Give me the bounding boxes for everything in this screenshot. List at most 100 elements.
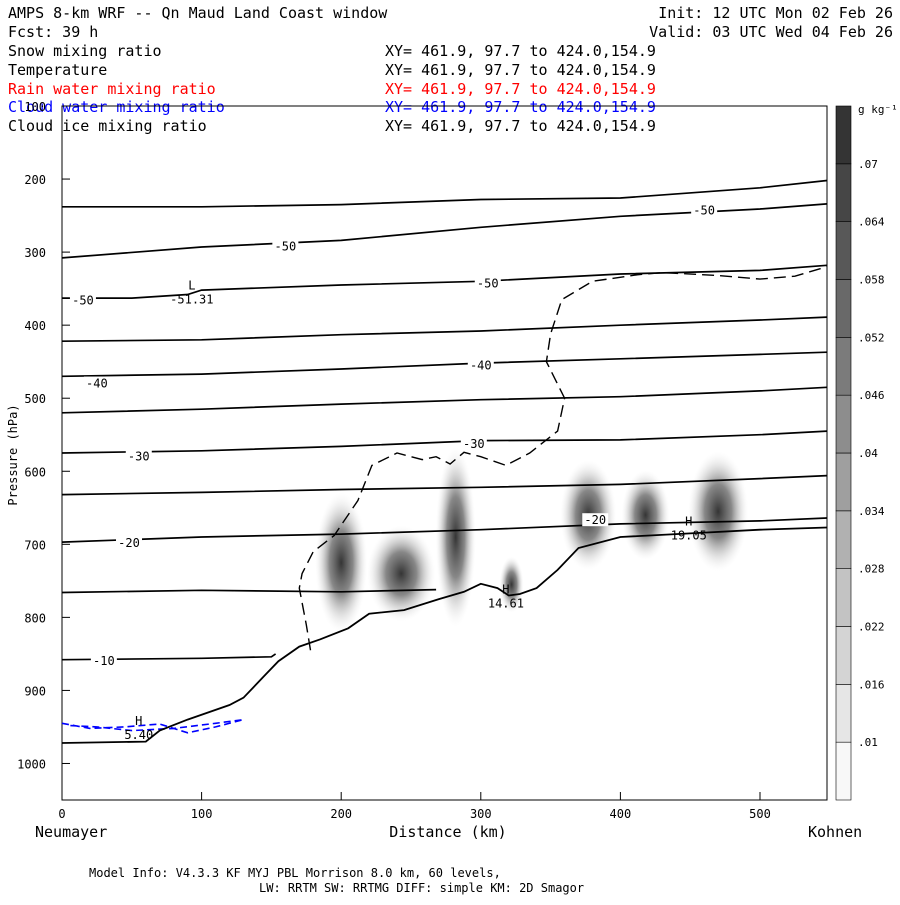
contour-label-bg [125, 449, 152, 463]
isotherm-line [61, 386, 828, 414]
contour-label-bg [116, 535, 143, 549]
extremum-value: 5.40 [124, 728, 153, 742]
colorbar-swatch [835, 741, 852, 801]
contour-label-bg [582, 513, 609, 527]
extremum-value: 19.05 [671, 528, 707, 542]
contour-label-bg [474, 276, 501, 290]
isotherm-line [61, 517, 828, 543]
colorbar-swatch [835, 337, 852, 396]
extremum-mark: L [188, 278, 195, 292]
y-tick-label: 400 [24, 319, 46, 333]
cloud-ice-contour [298, 266, 828, 651]
extremum-value: 14.61 [488, 596, 524, 610]
legend-xy: XY= 461.9, 97.7 to 424.0,154.9 [385, 117, 656, 135]
isotherm-line [61, 588, 437, 594]
contour-label: -20 [118, 536, 140, 550]
colorbar-label: .058 [858, 274, 885, 287]
snow-shade-region [315, 492, 368, 633]
contour-label-bg [83, 376, 110, 390]
y-tick-label: 900 [24, 684, 46, 698]
x-left-station: Neumayer [35, 823, 107, 841]
snow-shade-region [499, 556, 524, 613]
x-tick-label: 300 [470, 807, 492, 821]
contour-label-bg [691, 203, 718, 217]
valid-time: Valid: 03 UTC Wed 04 Feb 26 [649, 23, 893, 41]
y-tick-label: 300 [24, 246, 46, 260]
colorbar-unit: g kg⁻¹ [858, 103, 898, 116]
colorbar-label: .034 [858, 505, 885, 518]
contour-label-bg [467, 358, 494, 372]
y-tick-label: 700 [24, 538, 46, 552]
contour-lines [61, 179, 828, 744]
colorbar-swatch [835, 452, 852, 512]
y-tick-label: 800 [24, 611, 46, 625]
y-tick-label: 1000 [17, 757, 46, 771]
x-tick-label: 0 [58, 807, 65, 821]
isotherm-line [61, 316, 828, 343]
legend-xy: XY= 461.9, 97.7 to 424.0,154.9 [385, 61, 656, 79]
x-tick-label: 400 [610, 807, 632, 821]
colorbar-label: .016 [858, 678, 885, 691]
colorbar-label: .052 [858, 331, 885, 344]
colorbar-swatch [835, 105, 852, 165]
extremum-value: -51.31 [170, 292, 213, 306]
colorbar-label: .028 [858, 563, 885, 576]
isotherm-line [61, 351, 828, 378]
extremum-mark: H [502, 582, 509, 596]
isotherm-line [61, 474, 828, 496]
colorbar: .01 .016 .022 .028 .034 .04 .046 .052 .058 .064 .0… [835, 105, 885, 801]
terrain-line [61, 526, 828, 744]
contour-label: -50 [693, 203, 715, 217]
legend-name: Rain water mixing ratio [8, 80, 216, 98]
forecast-hour: Fcst: 39 h [8, 23, 98, 41]
x-right-station: Kohnen [808, 823, 862, 841]
contour-label-bg [460, 437, 487, 451]
colorbar-swatch [835, 626, 852, 685]
isotherm-line [61, 430, 828, 454]
colorbar-swatch [835, 221, 852, 280]
contour-label-bg [90, 654, 117, 668]
colorbar-swatch [835, 163, 852, 222]
isotherm-line [62, 264, 828, 299]
colorbar-swatch [835, 394, 852, 454]
legend-name: Cloud ice mixing ratio [8, 117, 207, 135]
contour-label: -20 [584, 513, 606, 527]
legend-xy: XY= 461.9, 97.7 to 424.0,154.9 [385, 98, 656, 116]
colorbar-label: .01 [858, 736, 878, 749]
extremum-mark: H [685, 514, 692, 528]
snow-shade-region [435, 447, 476, 628]
contour-label: -10 [93, 654, 115, 668]
x-tick-label: 200 [330, 807, 352, 821]
contour-annotations: -50 -50 -50 -50 -40 -40 -30 -30 -20 -20 -10 L-51.31… [69, 203, 718, 742]
colorbar-swatch [835, 510, 852, 569]
contour-label: -30 [128, 450, 150, 464]
cloud-water-contour [61, 718, 244, 734]
y-tick-label: 500 [24, 392, 46, 406]
extremum-mark: H [135, 714, 142, 728]
contour-label: -30 [463, 437, 485, 451]
colorbar-swatch [835, 279, 852, 338]
legend: Snow mixing ratio XY= 461.9, 97.7 to 424… [8, 42, 656, 135]
colorbar-label: .064 [858, 216, 885, 229]
y-tick-label: 600 [24, 465, 46, 479]
x-axis-title: Distance (km) [389, 823, 506, 841]
contour-label: -40 [86, 377, 108, 391]
x-tick-label: 100 [191, 807, 213, 821]
contour-label-bg [272, 239, 299, 253]
legend-xy: XY= 461.9, 97.7 to 424.0,154.9 [385, 42, 656, 60]
physics-info: LW: RRTM SW: RRTMG DIFF: simple KM: 2D S… [259, 881, 584, 895]
legend-name: Temperature [8, 61, 107, 79]
snow-shade-region [688, 451, 749, 572]
x-tick-label: 500 [749, 807, 771, 821]
snow-shade-region [621, 470, 670, 561]
colorbar-label: .07 [858, 158, 878, 171]
colorbar-label: .022 [858, 621, 885, 634]
init-time: Init: 12 UTC Mon 02 Feb 26 [658, 4, 893, 22]
colorbar-label: .046 [858, 389, 885, 402]
contour-label-bg [69, 293, 96, 307]
contour-label: -50 [72, 293, 94, 307]
model-info: Model Info: V4.3.3 KF MYJ PBL Morrison 8… [89, 866, 501, 880]
axes: 0 100 200 300 400 500 100 200 300 400 500 600 700 800… [17, 100, 771, 821]
isotherm-line [61, 653, 277, 661]
isotherm-line [62, 179, 828, 208]
